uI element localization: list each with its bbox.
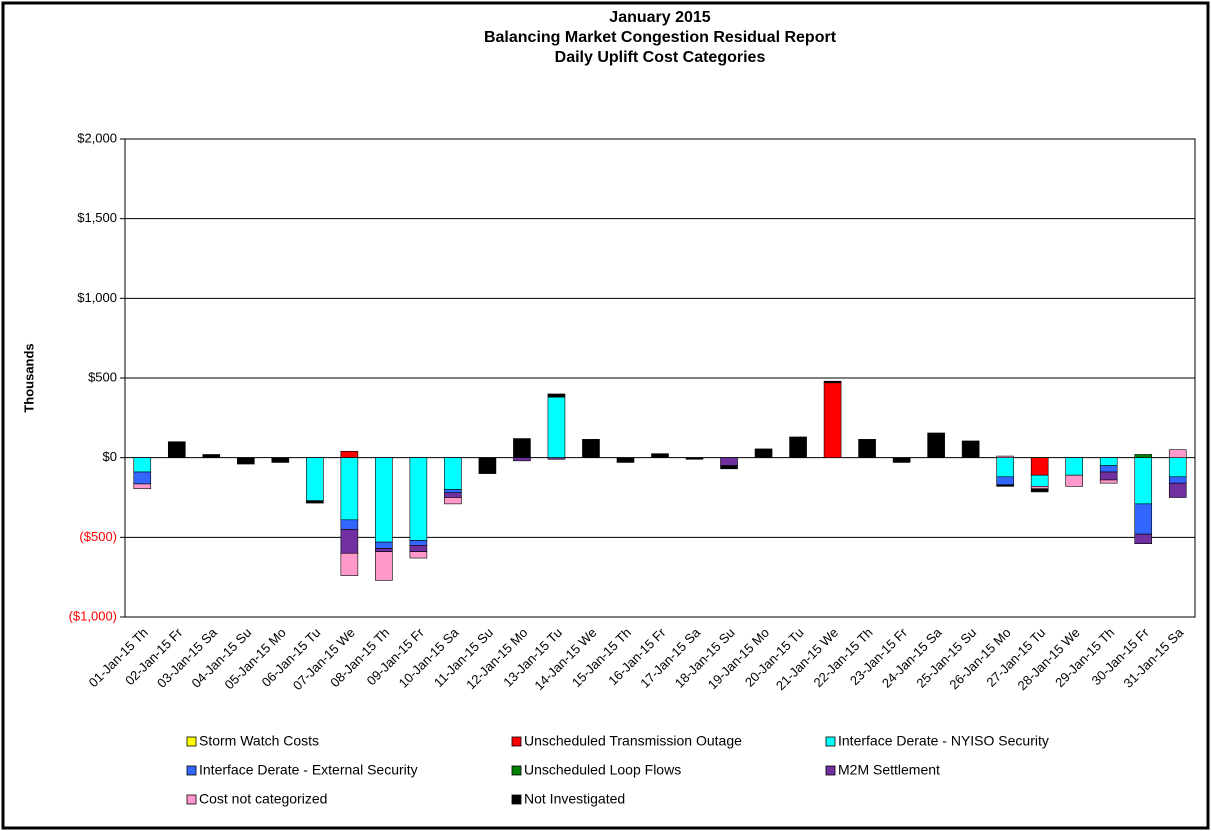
bar-segment (375, 457, 393, 543)
bar-segment (306, 457, 324, 501)
bar-segment (685, 457, 704, 460)
chart-title: Balancing Market Congestion Residual Rep… (484, 29, 837, 46)
bar-segment (616, 457, 635, 463)
legend-swatch (825, 736, 836, 747)
bar-segment (996, 455, 1014, 458)
bar-segment (513, 438, 531, 458)
bar-segment (1134, 503, 1153, 535)
y-tick-label: $500 (88, 369, 117, 384)
legend-swatch (186, 736, 197, 747)
bar-segment (720, 457, 738, 466)
bar-segment (478, 457, 497, 474)
bar-segment (996, 484, 1014, 487)
bar-segment (789, 436, 807, 458)
bar-segment (1134, 457, 1153, 505)
bar-segment (961, 440, 980, 458)
bar-segment (996, 457, 1014, 478)
legend-swatch (511, 736, 522, 747)
bar-segment (547, 396, 566, 458)
bar-segment (409, 540, 428, 546)
legend-swatch (186, 794, 197, 805)
chart-title: Daily Uplift Cost Categories (555, 49, 766, 66)
legend-swatch (511, 765, 522, 776)
bar-segment (271, 457, 290, 463)
legend-swatch (511, 794, 522, 805)
legend-label: Storm Watch Costs (199, 733, 319, 749)
bar-segment (1065, 474, 1083, 487)
bar-segment (1030, 457, 1049, 476)
bar-segment (1030, 474, 1049, 487)
bar-segment (340, 519, 359, 530)
bar-segment (444, 457, 462, 490)
bar-segment (133, 483, 152, 490)
bar-segment (547, 457, 566, 460)
bar-segment (1168, 476, 1187, 484)
bar-segment (1168, 482, 1187, 498)
legend-swatch (825, 765, 836, 776)
y-tick-label: $0 (103, 449, 117, 464)
chart-title: January 2015 (609, 9, 711, 26)
legend-swatch (186, 765, 197, 776)
bar-segment (582, 439, 600, 458)
y-axis-label: Thousands (21, 343, 36, 412)
bar-segment (1134, 454, 1153, 458)
y-tick-label: ($500) (79, 529, 117, 544)
bar-segment (306, 500, 324, 504)
bar-segment (444, 497, 462, 505)
legend-label: Interface Derate - External Security (199, 762, 418, 778)
bar-segment (340, 552, 359, 576)
bar-segment (754, 448, 773, 458)
bar-segment (167, 441, 186, 458)
bar-segment (340, 529, 359, 554)
legend-label: Not Investigated (524, 791, 625, 807)
legend-label: Cost not categorized (199, 791, 327, 807)
bar-segment (237, 457, 255, 465)
y-tick-label: $1,500 (77, 210, 117, 225)
bar-segment (547, 393, 566, 398)
bar-segment (651, 453, 669, 458)
y-tick-label: $1,000 (77, 290, 117, 305)
bar-segment (858, 439, 876, 458)
legend-label: Interface Derate - NYISO Security (838, 733, 1049, 749)
legend-label: Unscheduled Transmission Outage (524, 733, 742, 749)
bar-segment (823, 382, 842, 458)
y-tick-label: ($1,000) (69, 608, 117, 623)
bar-segment (513, 457, 531, 462)
legend-label: Unscheduled Loop Flows (524, 762, 681, 778)
bar-segment (1099, 479, 1118, 484)
y-tick-label: $2,000 (77, 130, 117, 145)
bar-segment (892, 457, 911, 463)
bar-segment (202, 454, 221, 458)
bar-segment (133, 457, 152, 473)
bar-segment (375, 548, 393, 552)
bar-segment (1099, 471, 1118, 481)
bar-segment (823, 380, 842, 384)
bar-segment (375, 551, 393, 581)
bar-segment (1099, 457, 1118, 466)
bar-segment (340, 450, 359, 458)
bar-segment (340, 457, 359, 521)
bar-segment (1168, 457, 1187, 478)
legend-label: M2M Settlement (838, 762, 940, 778)
bar-segment (409, 544, 428, 552)
bar-segment (1099, 465, 1118, 473)
bar-segment (1065, 457, 1083, 476)
bar-segment (444, 489, 462, 494)
bar-segment (409, 457, 428, 541)
bar-segment (1168, 449, 1187, 458)
bar-segment (375, 541, 393, 549)
bar-segment (996, 476, 1014, 486)
bar-segment (927, 432, 945, 458)
bar-segment (1030, 486, 1049, 490)
bar-segment (133, 471, 152, 485)
bar-segment (720, 465, 738, 470)
bar-segment (1030, 488, 1049, 493)
bar-segment (444, 492, 462, 498)
bar-segment (1134, 533, 1153, 545)
bar-segment (409, 551, 428, 559)
